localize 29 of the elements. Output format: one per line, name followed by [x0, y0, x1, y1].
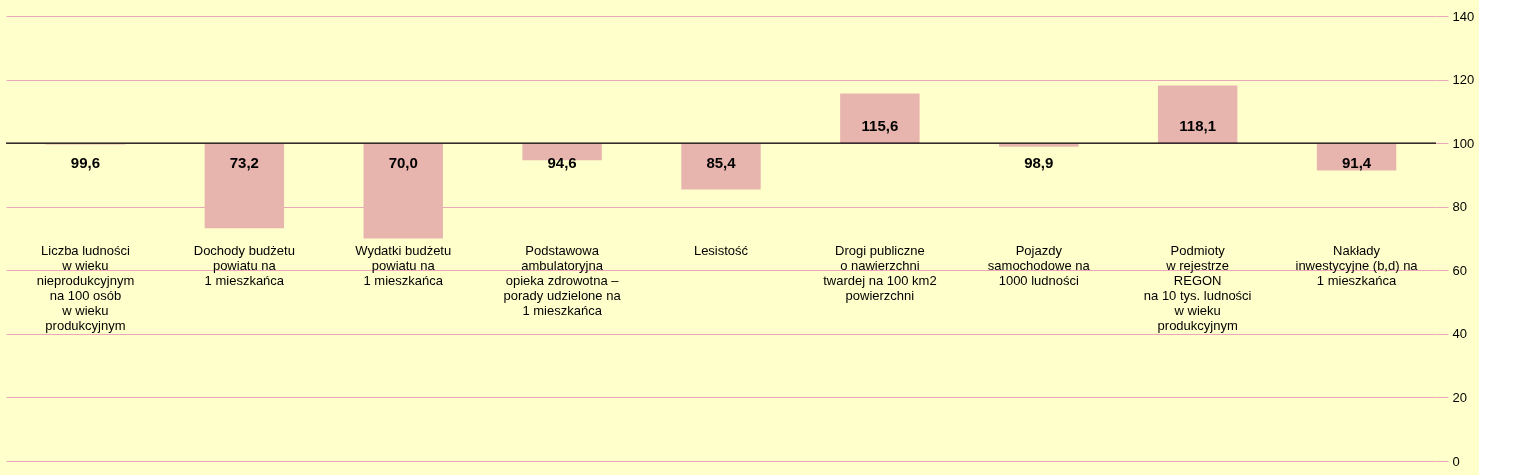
data-label: 91,4: [1341, 154, 1372, 172]
y-tick-label: 60: [1452, 262, 1467, 278]
x-tick-label: Drogi publiczne o nawierzchni twardej na 100 km2 powierzchni: [823, 243, 937, 304]
data-label: 85,4: [706, 154, 737, 172]
y-tick-label: 120: [1452, 72, 1475, 88]
data-label: 115,6: [861, 117, 899, 135]
y-tick-label: 40: [1452, 326, 1467, 342]
x-tick-label: Pojazdy samochodowe na 1000 ludności: [987, 243, 1091, 289]
bar: [681, 143, 761, 190]
data-label: 118,1: [1179, 117, 1217, 135]
data-label: 99,6: [70, 154, 101, 172]
data-label: 94,6: [547, 154, 577, 172]
x-tick-label: Podmioty w rejestrze REGON na 10 tys. ludności w wieku produkcyjnym: [1143, 243, 1252, 334]
y-tick-label: 140: [1452, 8, 1475, 24]
bar: [840, 93, 920, 144]
x-tick-label: Wydatki budżetu powiatu na 1 mieszkańca: [355, 243, 452, 289]
bar: [1157, 85, 1238, 144]
y-tick-label: 0: [1452, 453, 1460, 469]
y-tick-label: 100: [1452, 135, 1475, 151]
y-tick-label: 80: [1452, 199, 1467, 215]
x-tick-label: Nakłady inwestycyjne (b,d) na 1 mieszkańca: [1295, 243, 1419, 289]
data-label: 73,2: [229, 154, 259, 172]
x-tick-label: Lesistość: [693, 243, 749, 259]
y-tick-label: 20: [1452, 389, 1467, 405]
data-label: 98,9: [1024, 154, 1054, 172]
x-tick-label: Podstawowa ambulatoryjna opieka zdrowotna – porady udzielone na 1 mieszkańca: [503, 243, 622, 319]
x-tick-label: Liczba ludności w wieku nieprodukcyjnym na 100 osób w wieku produkcyjnym: [36, 243, 135, 334]
data-label: 70,0: [388, 154, 418, 172]
x-tick-label: Dochody budżetu powiatu na 1 mieszkańca: [193, 243, 295, 289]
